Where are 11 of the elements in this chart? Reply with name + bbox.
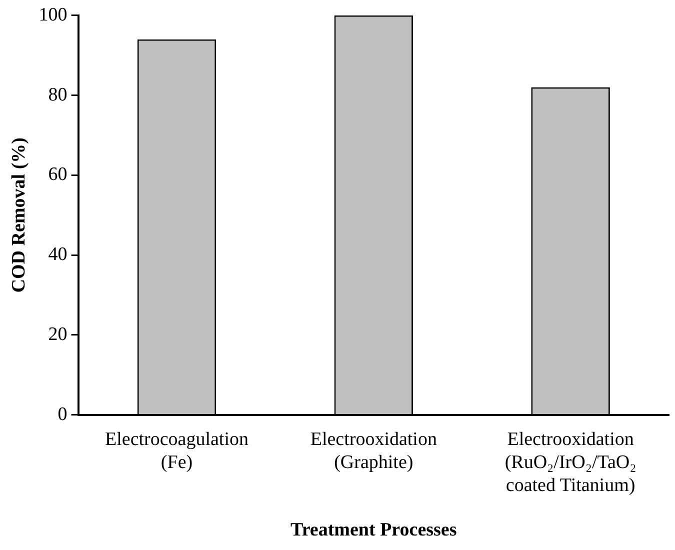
y-tick-label: 60: [48, 164, 68, 186]
y-tick-label: 100: [38, 4, 68, 26]
x-tick-label: Electrocoagulation (Fe): [105, 429, 249, 473]
y-axis-title: COD Removal (%): [8, 138, 30, 293]
y-tick-label: 0: [58, 404, 68, 425]
x-axis-title: Treatment Processes: [290, 520, 457, 541]
x-tick-label: Electrooxidation (Graphite): [310, 429, 438, 473]
y-tick-label: 40: [48, 244, 68, 266]
y-tick-label: 80: [48, 84, 68, 106]
x-tick-label: Electrooxidation (RuO₂/IrO₂/TaO₂ coated Titanium): [504, 429, 636, 496]
y-tick-label: 20: [48, 324, 68, 345]
